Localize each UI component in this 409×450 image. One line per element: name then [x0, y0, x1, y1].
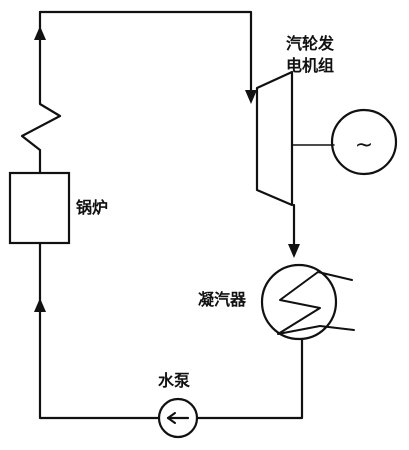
condenser-coil-out: [319, 325, 355, 331]
turbine-shape: [255, 70, 294, 207]
turbine-label-line1: 汽轮发: [286, 34, 335, 53]
feedwater-pipe: [38, 242, 161, 420]
condenser-coil: [277, 271, 353, 335]
condenser-circle: [260, 263, 338, 341]
arrow-down-condenser: [288, 244, 300, 258]
condenser-label: 凝汽器: [198, 290, 247, 309]
condensate-pipe: [195, 337, 304, 420]
pump-label: 水泵: [158, 371, 191, 390]
arrow-up-feedwater: [34, 298, 46, 312]
turbine-label-line2: 电机组: [286, 56, 335, 75]
generator-symbol: ~: [355, 133, 373, 158]
arrow-down-turbine: [245, 90, 257, 104]
boiler-box: [8, 171, 71, 245]
steam-pipe-top: [38, 10, 253, 102]
generator-circle: [330, 108, 398, 176]
arrow-up-steam: [34, 26, 46, 40]
steam-pipe-left: [20, 10, 62, 174]
boiler-label: 锅炉: [76, 198, 109, 217]
